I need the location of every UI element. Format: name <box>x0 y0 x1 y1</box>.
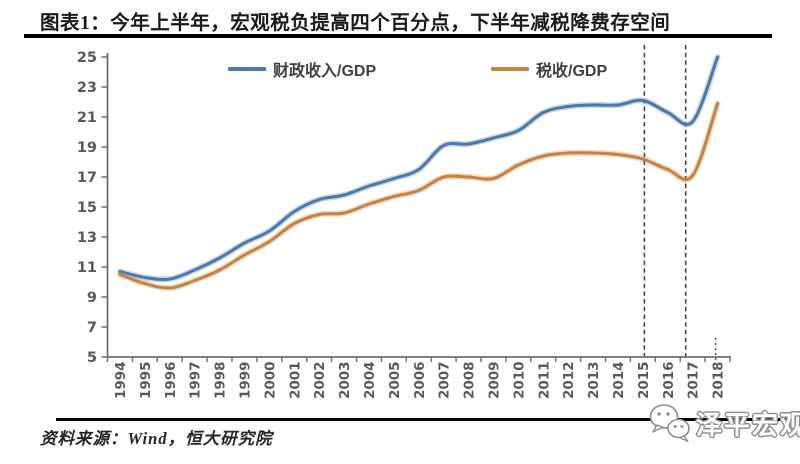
y-axis-label: 21 <box>77 110 97 126</box>
source-text: 资料来源：Wind，恒大研究院 <box>40 429 273 448</box>
y-axis-label: 5 <box>87 350 97 366</box>
fiscal-revenue-gdp-line <box>118 55 720 281</box>
x-axis-label: 2017 <box>686 361 702 399</box>
x-axis-label: 2008 <box>462 361 478 399</box>
x-axis-label: 2012 <box>561 361 577 399</box>
x-axis-label: 2018 <box>711 361 727 399</box>
y-axis-label: 13 <box>77 230 97 246</box>
x-axis-label: 2004 <box>362 361 378 399</box>
x-axis-label: 2015 <box>636 361 652 399</box>
y-axis-label: 15 <box>77 200 97 216</box>
y-axis-label: 9 <box>87 290 97 306</box>
x-axis-label: 1996 <box>163 361 179 399</box>
x-axis-label: 2007 <box>437 361 453 399</box>
x-axis-label: 1999 <box>238 361 254 399</box>
x-axis-label: 1997 <box>188 361 204 399</box>
x-axis-label: 2010 <box>511 361 527 399</box>
x-axis-label: 1994 <box>113 361 129 399</box>
x-axis-label: 2014 <box>611 361 627 399</box>
x-axis-label: 2002 <box>312 361 328 399</box>
y-axis-label: 11 <box>77 260 97 276</box>
x-axis-label: 2001 <box>287 361 303 399</box>
y-axis-label: 7 <box>87 320 97 336</box>
tax-gdp-line <box>118 102 720 290</box>
footer-divider <box>56 418 798 422</box>
x-axis-label: 2005 <box>387 361 403 399</box>
x-axis-label: 2009 <box>487 361 503 399</box>
x-axis-label: 2013 <box>586 361 602 399</box>
chart-title: 图表1：今年上半年，宏观税负提高四个百分点，下半年减税降费存空间 <box>40 13 671 34</box>
x-axis-label: 2006 <box>412 361 428 399</box>
y-axis-label: 17 <box>77 170 97 186</box>
logo-text: 泽平宏观 <box>696 410 800 440</box>
x-axis-label: 2000 <box>262 361 278 399</box>
y-axis-label: 19 <box>77 140 97 156</box>
logo-watermark: 泽平宏观 <box>648 402 800 444</box>
x-axis-label: 2016 <box>661 361 677 399</box>
x-axis-label: 2011 <box>536 361 552 399</box>
title-divider <box>24 34 772 38</box>
x-axis-label: 2003 <box>337 361 353 399</box>
x-axis-label: 1995 <box>138 361 154 399</box>
y-axis-label: 25 <box>77 50 97 66</box>
x-axis-label: 1998 <box>213 361 229 399</box>
wechat-bubbles-icon <box>649 404 690 443</box>
y-axis-label: 23 <box>77 80 97 96</box>
